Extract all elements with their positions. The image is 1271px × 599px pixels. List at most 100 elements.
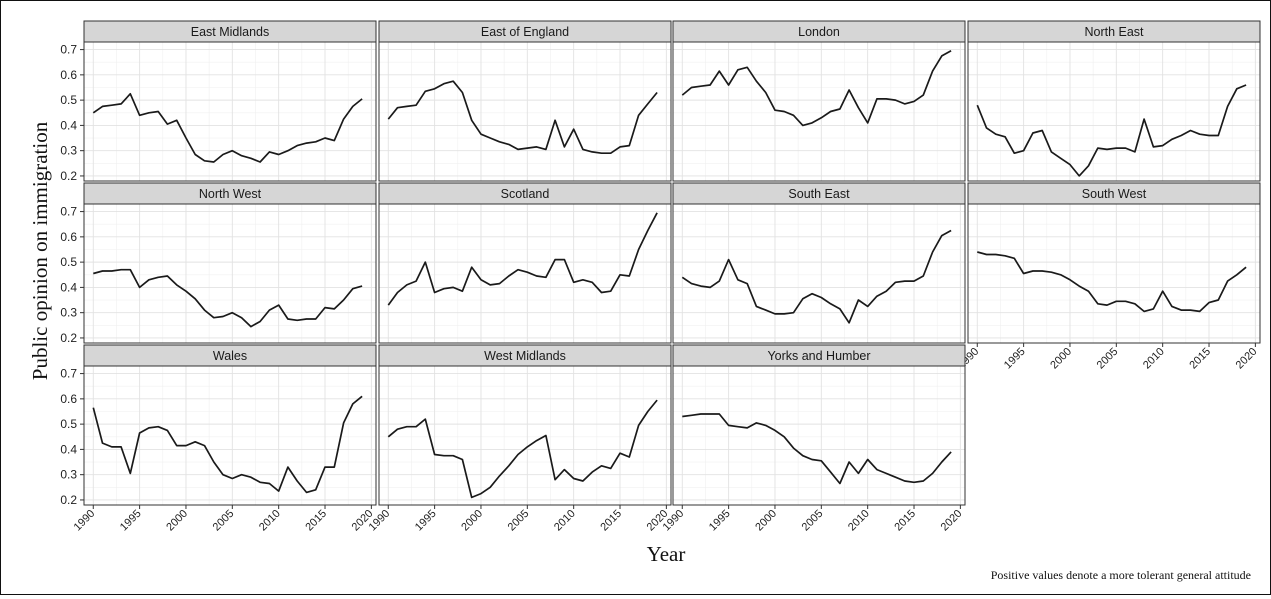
y-tick-label: 0.3 [60, 144, 77, 158]
y-tick-label: 0.6 [60, 392, 77, 406]
panel-scotland: Scotland [378, 182, 672, 344]
y-tick-label: 0.6 [60, 68, 77, 82]
y-tick-label: 0.3 [60, 306, 77, 320]
x-tick-label: 1995 [1002, 346, 1028, 372]
x-axis-title: Year [647, 542, 686, 566]
panel-border [378, 41, 672, 182]
x-tick-label: 2000 [164, 508, 190, 534]
plot-background [379, 366, 671, 505]
x-tick-label: 2010 [257, 508, 283, 534]
panel-north-east: North East [967, 20, 1261, 182]
y-tick-label: 0.5 [60, 417, 77, 431]
panel-wales: Wales 0.2 0.3 0.4 0.5 0.6 0.7 1990 1995 2000 2005 2… [60, 344, 377, 534]
plot-background [84, 204, 376, 343]
plot-background [968, 204, 1260, 343]
series-line-scotland [387, 212, 658, 306]
y-tick-label: 0.7 [60, 43, 77, 57]
plot-background [84, 42, 376, 181]
panel-title: East Midlands [191, 25, 270, 39]
panel-border [378, 203, 672, 344]
series-line-west-midlands [387, 399, 658, 499]
panel-south-east: South East [672, 182, 966, 344]
x-tick-label: 2010 [846, 508, 872, 534]
y-tick-label: 0.7 [60, 205, 77, 219]
y-tick-label: 0.5 [60, 255, 77, 269]
y-tick-label: 0.4 [60, 280, 77, 294]
plot-background [379, 204, 671, 343]
x-tick-label: 1995 [413, 508, 439, 534]
y-tick-label: 0.4 [60, 118, 77, 132]
x-tick-label: 2000 [1048, 346, 1074, 372]
x-tick-label: 2005 [506, 508, 532, 534]
plot-background [968, 42, 1260, 181]
panel-border [672, 41, 966, 182]
series-line-east-midlands [92, 92, 363, 163]
panel-title: Scotland [501, 187, 550, 201]
x-tick-label: 2015 [1187, 346, 1213, 372]
x-tick-label: 2015 [892, 508, 918, 534]
x-tick-label: 2005 [211, 508, 237, 534]
x-tick-label: 2005 [1095, 346, 1121, 372]
panels: East Midlands 0.2 0.3 0.4 0.5 0.6 0.7 East of E… [60, 20, 1261, 534]
x-tick-label: 2020 [939, 508, 965, 534]
x-tick-label: 2010 [552, 508, 578, 534]
panel-border [83, 203, 377, 344]
x-tick-label: 2010 [1141, 346, 1167, 372]
panel-title: South West [1082, 187, 1147, 201]
footnote: Positive values denote a more tolerant g… [991, 568, 1251, 582]
x-tick-label: 2000 [459, 508, 485, 534]
x-tick-label: 2020 [1234, 346, 1260, 372]
panel-title: South East [788, 187, 850, 201]
y-tick-label: 0.2 [60, 169, 77, 183]
panel-title: East of England [481, 25, 569, 39]
panel-london: London [672, 20, 966, 182]
panel-border [672, 365, 966, 506]
panel-title: London [798, 25, 840, 39]
plot-background [379, 42, 671, 181]
panel-title: North East [1084, 25, 1144, 39]
panel-title: West Midlands [484, 349, 566, 363]
y-tick-label: 0.3 [60, 468, 77, 482]
panel-border [378, 365, 672, 506]
series-line-north-east [976, 84, 1247, 177]
y-tick-label: 0.7 [60, 367, 77, 381]
y-tick-label: 0.5 [60, 93, 77, 107]
panel-border [83, 41, 377, 182]
panel-north-west: North West 0.2 0.3 0.4 0.5 0.6 0.7 [60, 182, 377, 345]
panel-title: Wales [213, 349, 247, 363]
series-line-north-west [93, 268, 363, 328]
series-line-yorks-and-humber [682, 413, 952, 485]
x-tick-label: 2015 [598, 508, 624, 534]
x-tick-label: 2005 [800, 508, 826, 534]
x-tick-label: 1990 [72, 508, 98, 534]
series-line-east-of-england [387, 80, 658, 155]
y-tick-label: 0.2 [60, 493, 77, 507]
series-line-london [681, 50, 952, 127]
y-tick-label: 0.4 [60, 442, 77, 456]
series-line-wales [92, 395, 363, 494]
series-line-south-west [977, 251, 1247, 313]
panel-east-midlands: East Midlands 0.2 0.3 0.4 0.5 0.6 0.7 [60, 20, 377, 183]
y-tick-label: 0.2 [60, 331, 77, 345]
series-line-south-east [681, 229, 952, 324]
x-tick-label: 1995 [707, 508, 733, 534]
plot-background [673, 42, 965, 181]
x-tick-label: 2015 [303, 508, 329, 534]
y-tick-label: 0.6 [60, 230, 77, 244]
panel-east-of-england: East of England [378, 20, 672, 182]
panel-border [83, 365, 377, 506]
y-axis-title: Public opinion on immigration [28, 121, 52, 380]
panel-title: North West [199, 187, 262, 201]
panel-border [672, 203, 966, 344]
panel-border [967, 203, 1261, 344]
panel-border [967, 41, 1261, 182]
x-tick-label: 1995 [118, 508, 144, 534]
plot-background [673, 366, 965, 505]
x-tick-label: 2000 [753, 508, 779, 534]
plot-background [673, 204, 965, 343]
panel-title: Yorks and Humber [767, 349, 870, 363]
